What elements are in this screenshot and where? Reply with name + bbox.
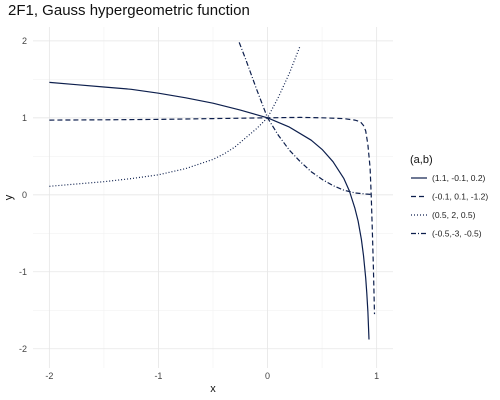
y-tick-label: 1	[22, 113, 27, 123]
y-tick-label: 0	[22, 190, 27, 200]
grid-layer	[33, 27, 393, 368]
legend-title: (a,b)	[410, 154, 433, 166]
chart-title: 2F1, Gauss hypergeometric function	[8, 2, 250, 19]
legend-label-1: (1.1, -0.1, 0.2)	[432, 173, 486, 183]
series-line-1	[49, 81, 370, 340]
x-tick-label: 1	[374, 371, 379, 381]
tick-layer: -2 -1 0 1 -2 -1 0 1 2	[19, 36, 379, 381]
legend-label-3: (0.5, 2, 0.5)	[432, 210, 476, 220]
x-axis-label: x	[210, 383, 216, 395]
x-tick-label: -1	[154, 371, 162, 381]
x-tick-label: 0	[265, 371, 270, 381]
series-layer	[49, 42, 376, 340]
y-tick-label: -1	[19, 267, 27, 277]
legend-label-2: (-0.1, 0.1, -1.2)	[432, 192, 488, 202]
y-axis-label: y	[3, 194, 15, 200]
y-tick-label: -2	[19, 344, 27, 354]
series-line-2	[49, 116, 376, 315]
legend: (a,b) (1.1, -0.1, 0.2) (-0.1, 0.1, -1.2) (…	[410, 154, 488, 239]
x-tick-label: -2	[45, 371, 53, 381]
series-line-4	[238, 42, 372, 195]
y-tick-label: 2	[22, 36, 27, 46]
series-line-3	[49, 45, 301, 187]
legend-label-4: (-0.5,-3, -0.5)	[432, 229, 482, 239]
